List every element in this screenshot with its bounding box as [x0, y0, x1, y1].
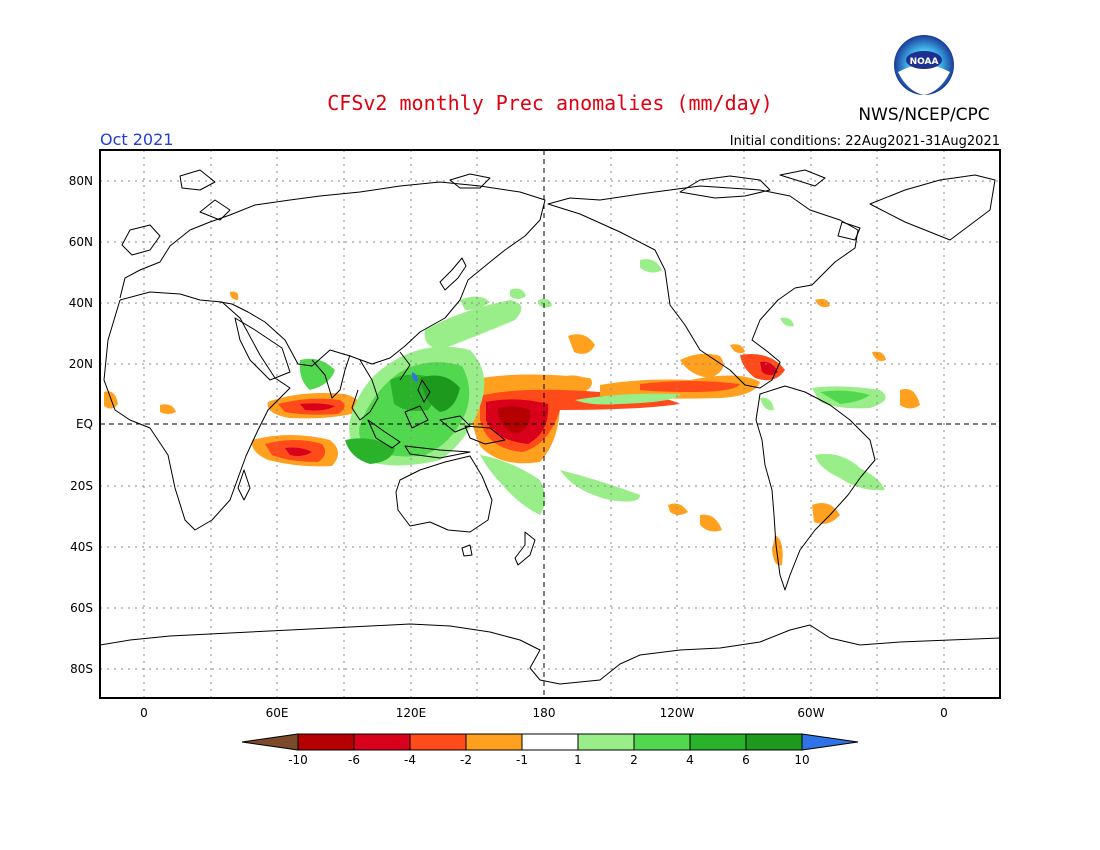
colorbar-swatch — [521, 733, 579, 751]
colorbar-swatch — [297, 733, 355, 751]
map-title: CFSv2 monthly Prec anomalies (mm/day) — [327, 91, 773, 115]
lat-label: EQ — [76, 417, 93, 431]
wet-anomaly-fields — [299, 259, 886, 515]
lat-label: 60S — [70, 601, 93, 615]
colorbar-tick-label: 2 — [630, 753, 638, 767]
lon-label: 0 — [140, 706, 148, 720]
lon-label: 120W — [660, 706, 695, 720]
colorbar-tick-label: 4 — [686, 753, 694, 767]
noaa-logo: NOAA — [894, 35, 954, 95]
lon-label: 180 — [533, 706, 556, 720]
lat-label: 40N — [69, 296, 93, 310]
lat-label: 80S — [70, 662, 93, 676]
colorbar-swatch — [577, 733, 635, 751]
lon-label: 120E — [396, 706, 427, 720]
lon-label: 0 — [940, 706, 948, 720]
agency-label: NWS/NCEP/CPC — [858, 105, 989, 125]
colorbar-low-arrow — [241, 733, 299, 751]
colorbar-tick-label: -1 — [516, 753, 528, 767]
initial-conditions: Initial conditions: 22Aug2021-31Aug2021 — [730, 134, 1000, 149]
colorbar-tick-label: 10 — [794, 753, 809, 767]
lat-label: 60N — [69, 235, 93, 249]
noaa-logo-text: NOAA — [910, 57, 939, 67]
colorbar-high-arrow — [801, 733, 859, 751]
colorbar-tick-label: 6 — [742, 753, 750, 767]
longitude-labels: 0 60E 120E 180 120W 60W 0 — [140, 706, 948, 720]
map-frame — [99, 149, 1001, 699]
lat-label: 40S — [70, 540, 93, 554]
coastlines — [100, 169, 1000, 685]
lat-label: 80N — [69, 174, 93, 188]
map-panel: 80N 60N 40N 20N EQ 20S 40S 60S 80S 0 60E… — [69, 149, 1001, 720]
colorbar-tick-label: -6 — [348, 753, 360, 767]
colorbar-swatch — [465, 733, 523, 751]
colorbar-swatch — [353, 733, 411, 751]
colorbar-swatch — [745, 733, 803, 751]
lon-label: 60W — [797, 706, 824, 720]
colorbar-legend: -10 -6 -4 -2 -1 1 2 4 6 10 — [241, 733, 859, 767]
lon-label: 60E — [266, 706, 289, 720]
colorbar-tick-label: -2 — [460, 753, 472, 767]
lat-label: 20S — [70, 479, 93, 493]
latitude-labels: 80N 60N 40N 20N EQ 20S 40S 60S 80S — [69, 174, 93, 676]
colorbar-swatch — [633, 733, 691, 751]
colorbar-swatch — [409, 733, 467, 751]
colorbar-tick-label: -4 — [404, 753, 416, 767]
colorbar-swatch — [689, 733, 747, 751]
colorbar-tick-label: 1 — [574, 753, 582, 767]
colorbar-tick-label: -10 — [288, 753, 308, 767]
forecast-month: Oct 2021 — [100, 130, 173, 149]
lat-label: 20N — [69, 357, 93, 371]
